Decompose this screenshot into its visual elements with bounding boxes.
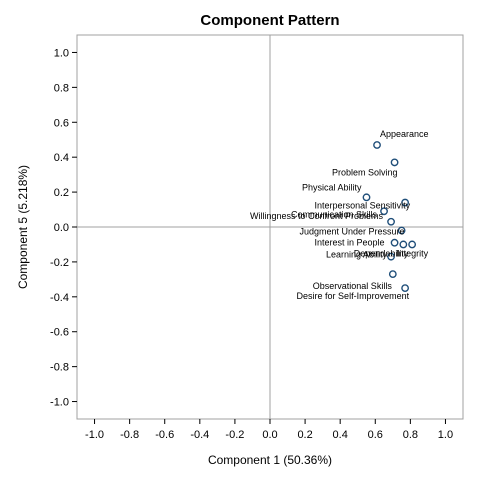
y-tick-label: -0.6 (50, 327, 69, 339)
data-point-marker (390, 158, 399, 167)
x-tick-label: 0.6 (368, 429, 383, 441)
x-tick-label: -1.0 (85, 429, 104, 441)
data-point-label: Interest in People (315, 238, 385, 248)
x-axis-label: Component 1 (50.36%) (208, 453, 332, 467)
data-point-marker (399, 240, 408, 249)
data-point-marker (401, 284, 409, 292)
x-tick-label: 0.0 (262, 429, 277, 441)
data-point-marker (401, 198, 409, 207)
x-tick-label: 0.8 (403, 429, 418, 441)
x-tick-label: 1.0 (438, 429, 453, 441)
data-point-marker (387, 217, 395, 226)
data-point-marker (408, 240, 417, 249)
x-tick-label: 0.4 (333, 429, 348, 441)
x-tick-label: -0.8 (120, 429, 139, 441)
data-points (362, 141, 417, 292)
data-point-label: Judgment Under Pressure (300, 226, 405, 236)
x-tick-label: -0.4 (190, 429, 209, 441)
data-point-label: Appearance (380, 129, 429, 139)
y-tick-label: 0.8 (54, 82, 69, 94)
x-axis-ticks: -1.0 -0.8 -0.6 -0.4 -0.2 0.0 0.2 0.4 0.6 0.8 1.0 (85, 419, 453, 441)
y-tick-label: -0.2 (50, 257, 69, 269)
data-point-marker (387, 252, 395, 261)
data-point-label: Communication Skills (291, 209, 378, 219)
x-tick-label: -0.6 (155, 429, 174, 441)
y-axis-label: Component 5 (5.218%) (16, 165, 30, 289)
x-tick-label: -0.2 (225, 429, 244, 441)
data-point-label: Learning Ability (326, 250, 388, 260)
data-point-labels: Appearance Problem Solving Physical Abilit… (250, 129, 429, 301)
y-tick-label: 0.2 (54, 187, 69, 199)
chart-title: Component Pattern (200, 12, 339, 29)
data-point-label: Observational Skills (313, 281, 393, 291)
data-point-label: Physical Ability (302, 182, 362, 192)
y-tick-label: -0.8 (50, 362, 69, 374)
data-point-marker (397, 226, 406, 235)
data-point-label: Integrity (396, 248, 429, 258)
data-point-label: Desire for Self-Improvement (297, 291, 410, 301)
data-point-marker (390, 238, 399, 247)
data-point-marker (373, 141, 381, 149)
data-point-marker (380, 207, 388, 216)
y-tick-label: -1.0 (50, 397, 69, 409)
y-tick-label: -0.4 (50, 292, 69, 304)
y-tick-label: 0.4 (54, 152, 69, 164)
data-point-label: Problem Solving (332, 167, 398, 177)
data-point-marker (362, 193, 371, 202)
x-tick-label: 0.2 (297, 429, 312, 441)
data-point-label: Interpersonal Sensitivity (315, 201, 411, 211)
y-tick-label: 1.0 (54, 47, 69, 59)
y-axis-ticks: -1.0 -0.8 -0.6 -0.4 -0.2 0.0 0.2 0.4 0.6 0.8 1.0 (50, 47, 77, 409)
y-tick-label: 0.0 (54, 222, 69, 234)
y-tick-label: 0.6 (54, 117, 69, 129)
data-point-marker (388, 270, 397, 279)
data-point-label: Willingness to Confront Problems (250, 211, 384, 221)
data-point-label: Dependability (354, 248, 409, 258)
